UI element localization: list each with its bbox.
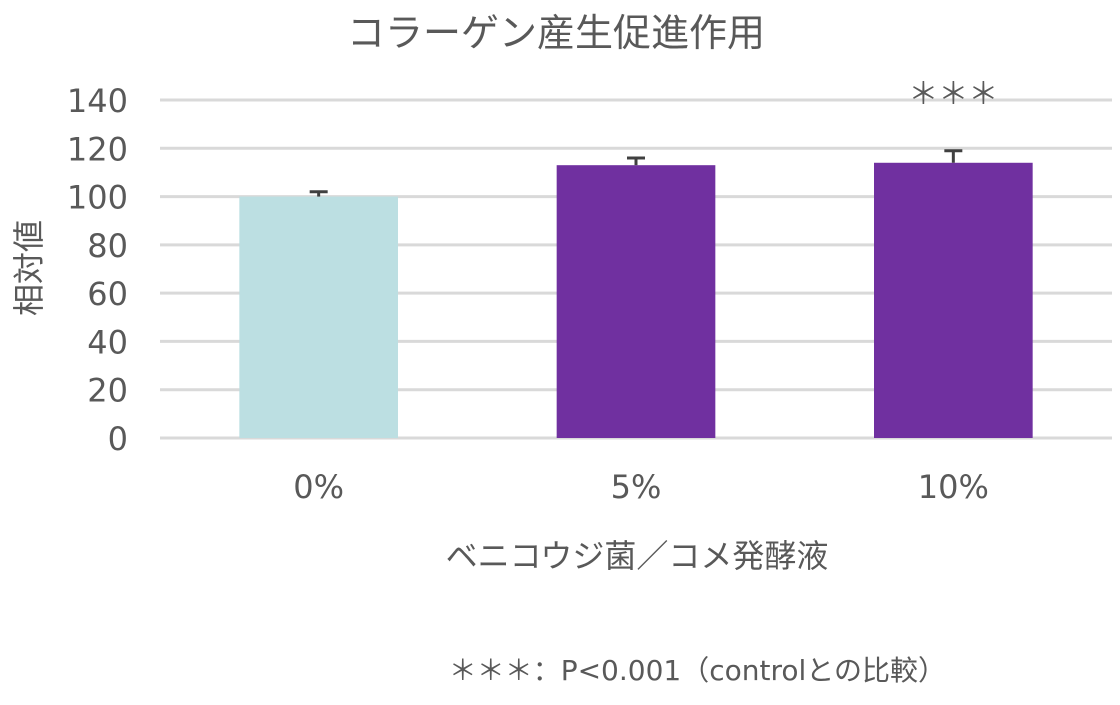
x-tick-label: 5%	[611, 468, 662, 506]
y-tick-label: 100	[67, 179, 128, 217]
y-tick-label: 0	[108, 420, 128, 458]
x-tick-label: 10%	[918, 468, 989, 506]
bars: ＊＊＊	[239, 77, 1033, 438]
y-tick-labels: 0 20 40 60 80 100 120 140	[67, 82, 128, 458]
significance-marker: ＊＊＊	[908, 77, 998, 112]
x-tick-labels: 0% 5% 10%	[293, 468, 989, 506]
bar	[874, 162, 1033, 438]
y-axis-label: 相対値	[10, 220, 48, 316]
y-tick-label: 40	[87, 323, 128, 361]
y-tick-label: 20	[87, 372, 128, 410]
y-tick-label: 120	[67, 130, 128, 168]
bar	[556, 165, 716, 438]
y-tick-label: 140	[67, 82, 128, 120]
footnote: ＊＊＊：P<0.001（controlとの比較）	[449, 654, 946, 687]
x-tick-label: 0%	[293, 468, 344, 506]
y-tick-label: 80	[87, 227, 128, 265]
chart-title: コラーゲン産生促進作用	[347, 11, 765, 55]
x-axis-label: ベニコウジ菌／コメ発酵液	[446, 537, 829, 575]
bar	[239, 196, 398, 438]
y-tick-label: 60	[87, 275, 128, 313]
